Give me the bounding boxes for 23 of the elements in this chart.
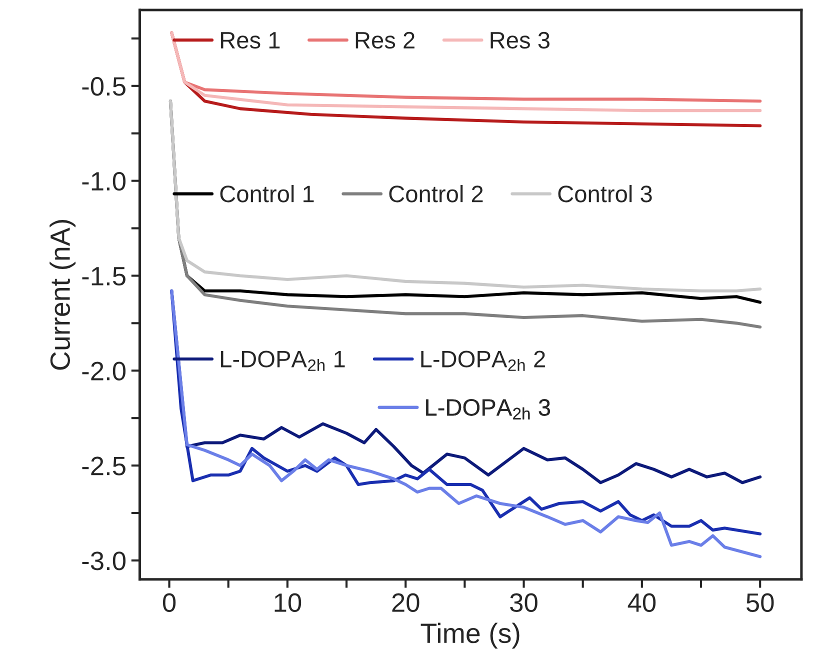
legend-label: Control 3	[558, 184, 652, 202]
x-tick-label: 40	[628, 593, 656, 612]
legend-label: L-DOPA$_{2h}$ 1	[221, 350, 345, 371]
y-tick-label: -3.0	[82, 552, 126, 570]
x-tick-label: 20	[392, 593, 420, 612]
legend-label: Control 2	[389, 184, 483, 202]
legend-label: Control 1	[220, 184, 314, 202]
y-tick-label: -0.5	[82, 77, 126, 96]
legend-label: L-DOPA$_{2h}$ 3	[426, 399, 550, 420]
y-axis-title: Current (nA)	[50, 220, 76, 370]
legend-label: Res 1	[221, 32, 280, 49]
legend-label: Res 2	[356, 32, 414, 49]
y-tick-label: -2.0	[82, 362, 126, 380]
y-tick-label: -1.0	[82, 172, 126, 191]
y-tick-label: -1.5	[82, 267, 126, 286]
x-tick-label: 50	[746, 593, 774, 612]
legend-label: Res 3	[490, 32, 550, 49]
x-tick-label: 30	[510, 593, 538, 612]
legend-label: L-DOPA$_{2h}$ 2	[421, 350, 545, 371]
x-axis-title: Time (s)	[420, 622, 520, 649]
y-tick-label: -2.5	[82, 456, 126, 476]
x-tick-label: 0	[162, 593, 176, 612]
x-tick-label: 10	[274, 593, 302, 612]
